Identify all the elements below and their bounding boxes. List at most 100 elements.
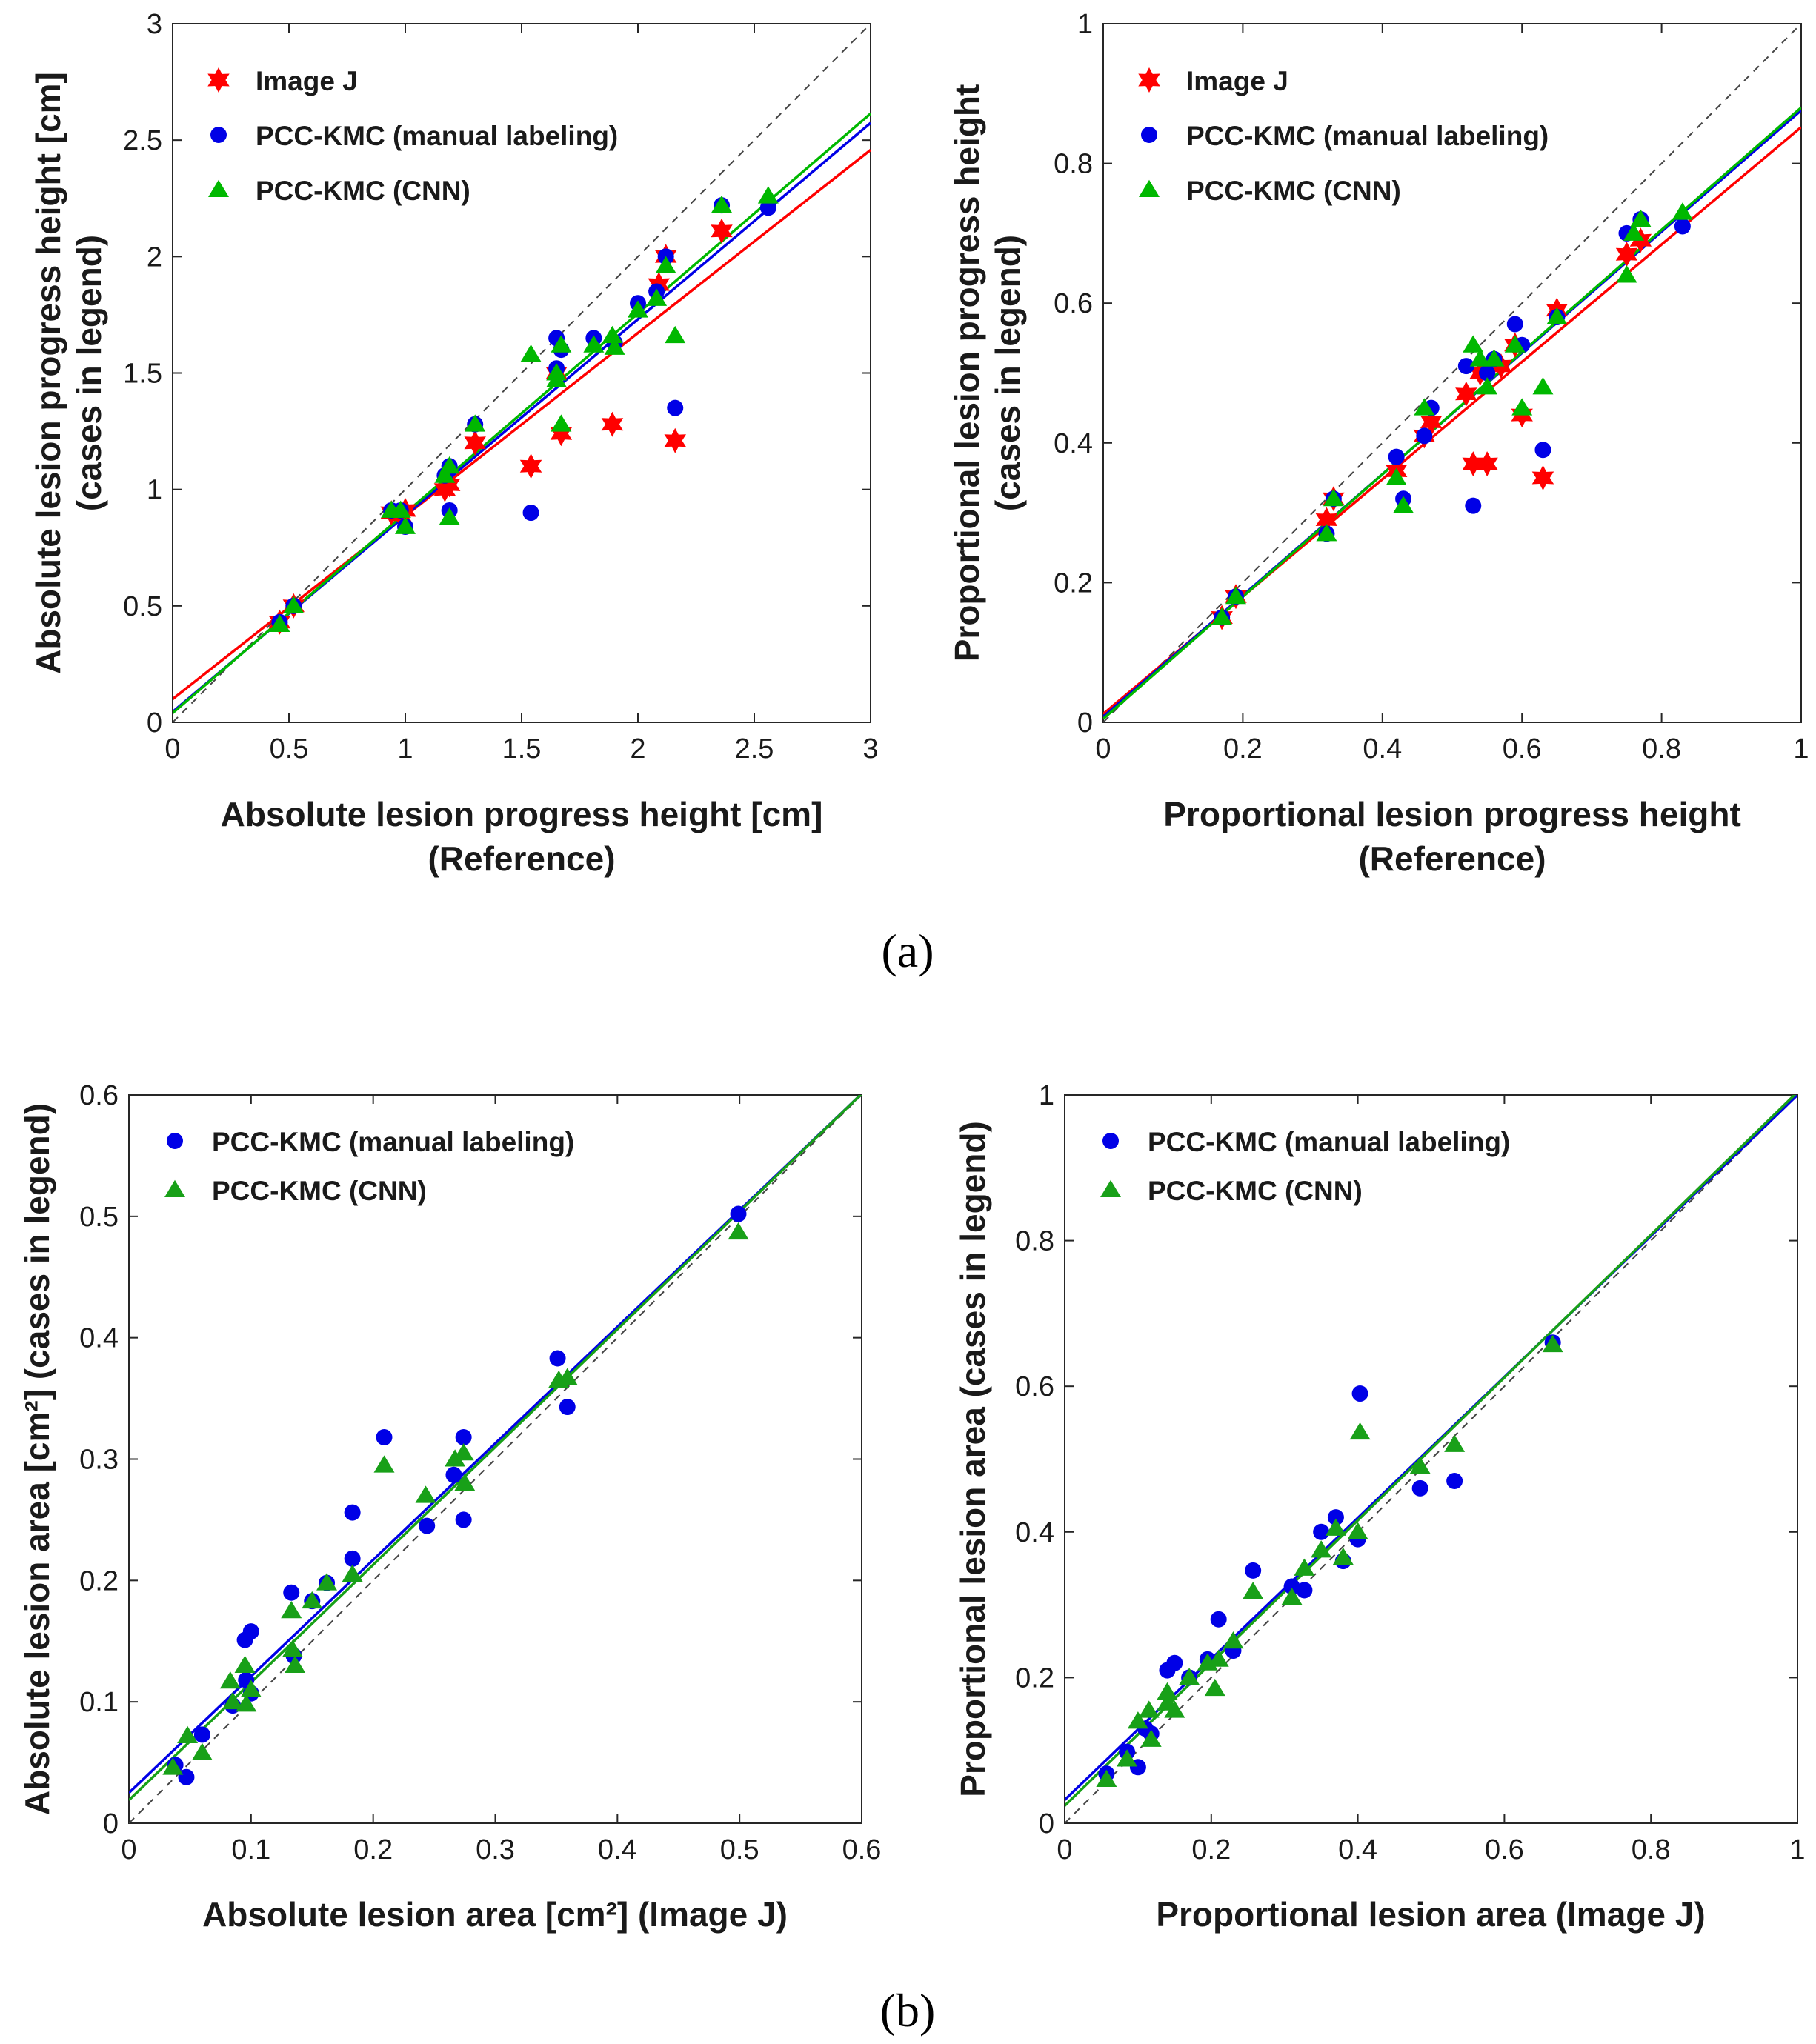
chart-0-series-legend-0-point-0 bbox=[207, 67, 230, 93]
chart-2-ytick-label-6: 0.6 bbox=[79, 1080, 119, 1111]
chart-3-series-0-point-19 bbox=[1411, 1479, 1428, 1497]
chart-1-xtick-label-3: 0.6 bbox=[1503, 733, 1542, 765]
chart-3-xtick-label-2: 0.4 bbox=[1338, 1834, 1377, 1865]
chart-3-series-0-point-12 bbox=[1283, 1578, 1300, 1595]
chart-2-series-1-point-6 bbox=[236, 1694, 257, 1712]
chart-2-xtick-label-3: 0.3 bbox=[476, 1834, 515, 1865]
chart-2-series-0-point-8 bbox=[283, 1584, 300, 1601]
chart-0-series-2-point-4 bbox=[395, 516, 416, 534]
chart-3-series-1-point-7 bbox=[1164, 1700, 1185, 1718]
chart-0-series-legend-1-point-0 bbox=[210, 127, 227, 143]
chart-2: 0 0.1 0.2 0.3 0.4 0.5 0.6 0 0.1 0.2 0.3 0.4 0.5 0.6 PC… bbox=[18, 1080, 881, 1934]
chart-2-xtick-label-6: 0.6 bbox=[842, 1834, 882, 1865]
chart-0-series-2-point-21 bbox=[711, 195, 733, 213]
chart-3-series-0-point-13 bbox=[1296, 1582, 1313, 1599]
chart-1-xtick-label-5: 1 bbox=[1793, 733, 1809, 765]
chart-0-xtick-label-0: 0 bbox=[164, 733, 180, 765]
chart-2-ytick-label-3: 0.3 bbox=[79, 1445, 119, 1476]
chart-3-series-1-fit-line bbox=[1065, 1095, 1797, 1807]
chart-1-xlabel-1: (Reference) bbox=[1358, 839, 1546, 878]
chart-2-series-0-point-18 bbox=[455, 1511, 472, 1528]
chart-2-series-0-point-13 bbox=[344, 1550, 361, 1567]
chart-0-series-2-point-19 bbox=[655, 256, 676, 273]
chart-2-series-0-point-6 bbox=[242, 1623, 259, 1640]
chart-3-series-1-point-2 bbox=[1127, 1711, 1148, 1729]
chart-1-series-1-point-12 bbox=[1506, 316, 1523, 333]
chart-3-legend-label-1: PCC-KMC (CNN) bbox=[1148, 1176, 1363, 1206]
chart-1-series-2-point-13 bbox=[1532, 377, 1554, 395]
chart-2-xlabel-0: Absolute lesion area [cm²] (Image J) bbox=[202, 1895, 788, 1934]
chart-1-series-2-point-9 bbox=[1477, 377, 1498, 395]
chart-2-series-1-point-15 bbox=[415, 1485, 436, 1503]
chart-1-series-legend-0-point-0 bbox=[1138, 67, 1160, 93]
chart-1-series-2-point-12 bbox=[1511, 398, 1533, 416]
chart-3-ytick-label-4: 0.8 bbox=[1015, 1226, 1054, 1257]
chart-3-series-1-point-13 bbox=[1243, 1582, 1264, 1599]
chart-0-series-2-point-22 bbox=[757, 186, 779, 204]
chart-1-series-2-point-18 bbox=[1672, 202, 1693, 220]
chart-3-legend: PCC-KMC (manual labeling) PCC-KMC (CNN) bbox=[1100, 1127, 1510, 1206]
chart-1-legend: Image J PCC-KMC (manual labeling) PCC-KMC … bbox=[1138, 66, 1549, 206]
chart-3-series-1-point-3 bbox=[1138, 1700, 1160, 1718]
chart-0-series-2-point-14 bbox=[583, 335, 605, 353]
chart-1-xtick-label-4: 0.8 bbox=[1642, 733, 1681, 765]
chart-0-series-2-point-16 bbox=[604, 337, 625, 355]
chart-2-series-1-point-0 bbox=[162, 1757, 184, 1775]
chart-0-legend-label-1: PCC-KMC (manual labeling) bbox=[256, 121, 618, 151]
chart-1-series-0-point-2 bbox=[1315, 507, 1338, 533]
chart-2-series-0-point-1 bbox=[178, 1768, 195, 1785]
chart-2-series-0-point-2 bbox=[193, 1726, 210, 1743]
chart-0-series-2-point-7 bbox=[439, 507, 460, 525]
chart-0-series-2-point-9 bbox=[520, 344, 542, 362]
chart-1-series-1-point-18 bbox=[1674, 218, 1691, 235]
chart-1-series-legend-1-point-0 bbox=[1141, 127, 1157, 143]
chart-2-series-0-point-16 bbox=[445, 1466, 462, 1483]
chart-1-ylabel-1: (cases in legend) bbox=[988, 235, 1027, 511]
chart-1-xtick-label-0: 0 bbox=[1095, 733, 1111, 765]
chart-2-series-legend-1-point-0 bbox=[164, 1179, 185, 1197]
chart-3-series-1-point-1 bbox=[1117, 1749, 1138, 1767]
chart-0-series-0-point-14 bbox=[664, 427, 686, 453]
chart-3-series-0-point-18 bbox=[1351, 1385, 1368, 1402]
chart-2-series-1-point-14 bbox=[373, 1455, 395, 1473]
chart-3-series-1-point-17 bbox=[1325, 1518, 1346, 1536]
chart-2-ytick-label-1: 0.1 bbox=[79, 1687, 119, 1718]
chart-0-ylabel-0: Absolute lesion progress height [cm] bbox=[29, 72, 67, 674]
chart-0-ytick-label-0: 0 bbox=[147, 708, 162, 739]
chart-0-series-0-point-8 bbox=[519, 453, 542, 479]
chart-0-ytick-label-1: 0.5 bbox=[123, 591, 162, 622]
chart-3-series-1-point-10 bbox=[1204, 1678, 1225, 1697]
chart-2-ytick-label-2: 0.2 bbox=[79, 1565, 119, 1597]
chart-3-series-1-point-0 bbox=[1096, 1769, 1117, 1787]
chart-3-series-1-point-22 bbox=[1444, 1434, 1466, 1452]
chart-1: 0 0.2 0.4 0.6 0.8 1 0 0.2 0.4 0.6 0.8 1 Image J PCC-K… bbox=[948, 9, 1809, 878]
chart-1-series-2-point-17 bbox=[1630, 209, 1652, 227]
chart-2-legend-label-1: PCC-KMC (CNN) bbox=[212, 1176, 427, 1206]
chart-1-series-2-point-8 bbox=[1469, 349, 1491, 367]
chart-2-ytick-label-4: 0.4 bbox=[79, 1323, 119, 1354]
chart-0-series-2-point-1 bbox=[283, 596, 305, 613]
chart-2-series-1-point-3 bbox=[219, 1671, 241, 1689]
chart-2-xtick-label-5: 0.5 bbox=[720, 1834, 759, 1865]
chart-3-series-0-point-20 bbox=[1446, 1472, 1463, 1489]
chart-0-xtick-label-3: 1.5 bbox=[502, 733, 542, 765]
chart-3-series-1-point-19 bbox=[1347, 1522, 1368, 1539]
chart-2-series-0-point-12 bbox=[344, 1504, 361, 1521]
chart-0-ytick-label-2: 1 bbox=[147, 475, 162, 506]
chart-0-ytick-label-6: 3 bbox=[147, 9, 162, 40]
chart-0-series-2-point-18 bbox=[646, 288, 668, 306]
chart-2-ytick-label-0: 0 bbox=[103, 1808, 119, 1840]
chart-0-legend: Image J PCC-KMC (manual labeling) PCC-KMC … bbox=[207, 66, 618, 206]
chart-0-xtick-label-5: 2.5 bbox=[735, 733, 774, 765]
chart-2-ytick-label-5: 0.5 bbox=[79, 1202, 119, 1233]
chart-1-series-0-point-16 bbox=[1615, 242, 1638, 267]
chart-1-series-2-point-4 bbox=[1386, 467, 1407, 485]
chart-1-series-2-point-1 bbox=[1225, 586, 1246, 605]
chart-1-series-0-point-7 bbox=[1455, 381, 1477, 407]
chart-2-series-0-point-19 bbox=[549, 1350, 566, 1367]
chart-0-series-2-point-12 bbox=[551, 414, 572, 432]
chart-0-series-2-point-15 bbox=[602, 325, 623, 344]
chart-3-series-1-point-5 bbox=[1157, 1682, 1178, 1700]
plots-group: 0 0.5 1 1.5 2 2.5 3 0 0.5 1 1.5 2 2.5 3 Image J PCC-KMC… bbox=[18, 9, 1809, 1934]
